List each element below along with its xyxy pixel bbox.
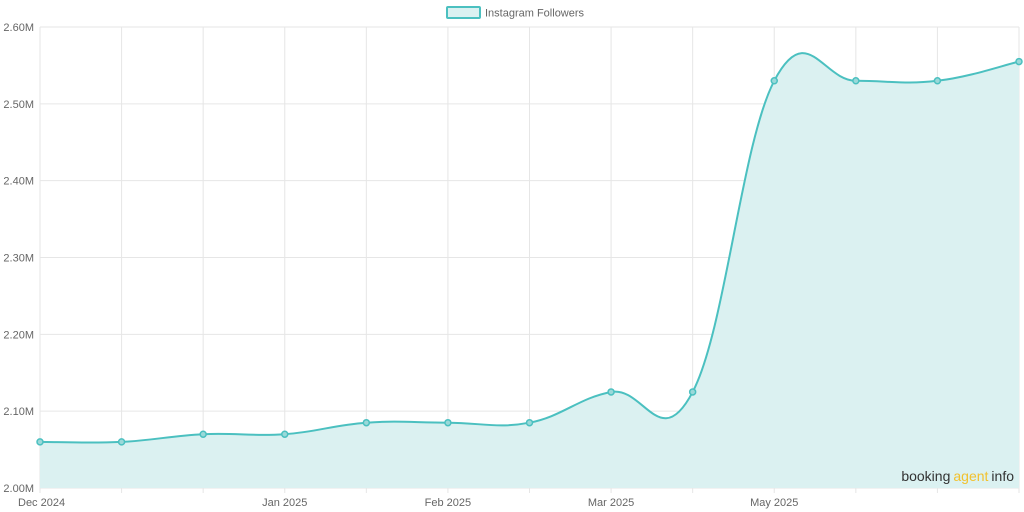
data-point[interactable] (444, 418, 452, 427)
series-line (39, 52, 1020, 444)
x-tick-label: May 2025 (750, 497, 798, 509)
area-layer (39, 52, 1020, 489)
y-tick-label: 2.60M (3, 22, 34, 34)
data-point[interactable] (362, 418, 371, 427)
x-axis: Dec 2024 Jan 2025 Feb 2025 Mar 2025 May 2025 (18, 497, 798, 509)
y-tick-label: 2.00M (3, 483, 34, 495)
data-point[interactable] (770, 77, 778, 85)
data-point[interactable] (117, 438, 126, 446)
x-tick-label: Mar 2025 (588, 497, 634, 509)
data-point[interactable] (1015, 57, 1023, 66)
data-point[interactable] (281, 430, 289, 438)
watermark-booking: booking (901, 468, 950, 484)
data-point[interactable] (852, 77, 860, 85)
data-point[interactable] (36, 438, 44, 446)
y-tick-label: 2.10M (3, 406, 34, 418)
y-tick-label: 2.40M (3, 176, 34, 188)
legend[interactable]: Instagram Followers (446, 6, 585, 20)
points-layer (36, 57, 1023, 446)
legend-label[interactable]: Instagram Followers (485, 8, 585, 20)
data-point[interactable] (607, 388, 615, 396)
watermark-info: info (991, 468, 1014, 484)
data-point[interactable] (688, 388, 697, 396)
series-area-fill (40, 53, 1019, 489)
x-tick-label: Jan 2025 (262, 497, 307, 509)
y-tick-label: 2.20M (3, 329, 34, 341)
x-tick-label: Feb 2025 (425, 497, 471, 509)
watermark-logo: booking agent info (901, 468, 1014, 484)
data-point[interactable] (933, 77, 942, 85)
x-tick-label: Dec 2024 (18, 497, 65, 509)
y-tick-label: 2.30M (3, 253, 34, 265)
watermark-agent: agent (953, 468, 988, 484)
y-tick-label: 2.50M (3, 99, 34, 111)
legend-swatch[interactable] (446, 6, 481, 19)
y-axis: 2.00M 2.10M 2.20M 2.30M 2.40M 2.50M 2.60M (3, 22, 34, 495)
data-point[interactable] (525, 418, 534, 427)
data-point[interactable] (199, 430, 207, 438)
